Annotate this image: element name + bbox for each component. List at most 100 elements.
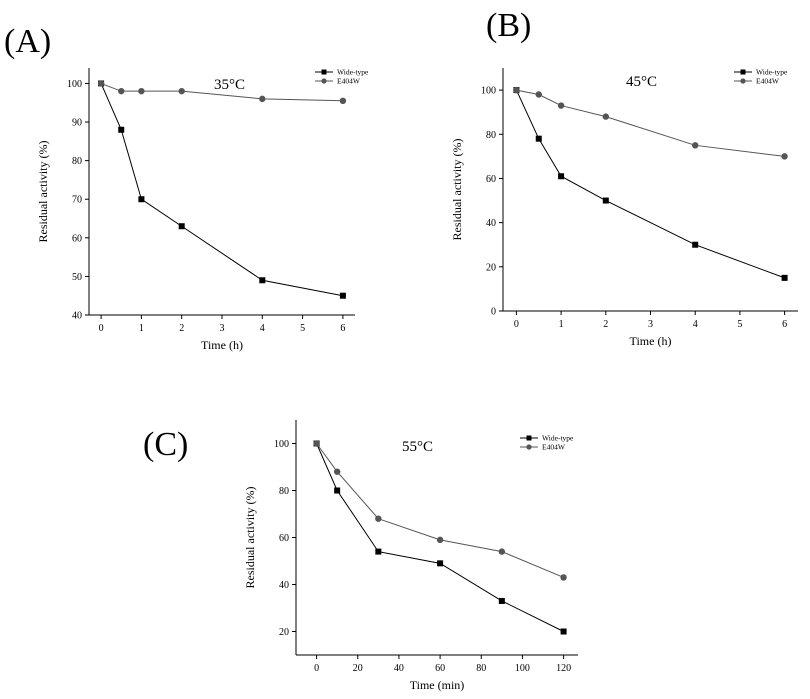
chart-panel-a: (A)0123456405060708090100Time (h)Residua… [4, 23, 369, 352]
series-e404w [513, 87, 788, 160]
x-axis-label: Time (min) [410, 678, 465, 692]
x-tick-label: 5 [737, 319, 742, 330]
y-tick-label: 20 [279, 627, 289, 638]
y-tick-label: 0 [491, 307, 496, 318]
data-point [375, 516, 381, 522]
series-line [101, 83, 343, 295]
legend-marker [527, 436, 532, 441]
data-point [499, 548, 505, 554]
y-tick-label: 90 [72, 118, 82, 129]
data-point [259, 96, 265, 102]
data-point [334, 469, 340, 475]
data-point [536, 91, 542, 97]
x-axis-label: Time (h) [630, 334, 672, 348]
data-point [560, 574, 566, 580]
legend: Wide-typeE404W [734, 68, 788, 86]
legend-entry: Wide-type [756, 68, 788, 77]
y-axis-label: Residual activity (%) [36, 141, 50, 243]
temperature-annotation: 35°C [214, 77, 245, 93]
data-point [138, 88, 144, 94]
data-point [499, 598, 505, 604]
y-tick-label: 60 [279, 533, 289, 544]
temperature-annotation: 55°C [402, 439, 433, 455]
legend-marker [322, 70, 327, 75]
data-point [138, 196, 144, 202]
x-tick-label: 0 [514, 319, 519, 330]
y-tick-label: 100 [67, 79, 82, 90]
x-tick-label: 40 [394, 663, 404, 674]
legend-entry: E404W [756, 77, 780, 86]
figure: (A)0123456405060708090100Time (h)Residua… [0, 0, 810, 699]
panel-label: (B) [486, 7, 531, 44]
panel-label: (A) [4, 23, 51, 60]
legend-marker [741, 70, 746, 75]
y-tick-label: 80 [72, 156, 82, 167]
y-tick-label: 60 [72, 233, 82, 244]
data-point [313, 440, 319, 446]
series-wide-type [513, 87, 787, 281]
legend-marker [740, 78, 745, 83]
data-point [375, 549, 381, 555]
legend-entry: Wide-type [542, 434, 574, 443]
series-wide-type [98, 80, 346, 298]
x-tick-label: 0 [99, 323, 104, 334]
x-tick-label: 5 [300, 323, 305, 334]
chart-panel-c: (C)02040608010012020406080100Time (min)R… [143, 420, 578, 692]
data-point [692, 242, 698, 248]
legend: Wide-typeE404W [520, 434, 574, 452]
x-tick-label: 60 [435, 663, 445, 674]
x-tick-label: 0 [314, 663, 319, 674]
y-tick-label: 80 [486, 130, 496, 141]
data-point [118, 127, 124, 133]
data-point [259, 277, 265, 283]
y-tick-label: 80 [279, 486, 289, 497]
data-point [340, 98, 346, 104]
x-axis-label: Time (h) [201, 338, 243, 352]
data-point [118, 88, 124, 94]
data-point [558, 102, 564, 108]
data-point [340, 293, 346, 299]
data-point [98, 80, 104, 86]
x-tick-label: 3 [648, 319, 653, 330]
y-tick-label: 50 [72, 272, 82, 283]
x-tick-label: 100 [515, 663, 530, 674]
x-tick-label: 120 [556, 663, 571, 674]
x-tick-label: 2 [603, 319, 608, 330]
legend-entry: E404W [337, 77, 361, 86]
data-point [437, 537, 443, 543]
y-tick-label: 70 [72, 195, 82, 206]
data-point [603, 113, 609, 119]
series-line [516, 90, 784, 278]
data-point [334, 488, 340, 494]
x-tick-label: 3 [220, 323, 225, 334]
x-tick-label: 20 [353, 663, 363, 674]
legend: Wide-typeE404W [315, 68, 369, 86]
data-point [782, 275, 788, 281]
y-axis-label: Residual activity (%) [243, 487, 257, 589]
data-point [692, 142, 698, 148]
y-tick-label: 20 [486, 262, 496, 273]
data-point [781, 153, 787, 159]
temperature-annotation: 45°C [626, 74, 657, 90]
y-tick-label: 100 [481, 86, 496, 97]
series-e404w [313, 440, 566, 580]
y-axis-label: Residual activity (%) [450, 139, 464, 241]
legend-entry: E404W [542, 443, 566, 452]
y-tick-label: 40 [279, 580, 289, 591]
data-point [603, 198, 609, 204]
series-line [516, 90, 784, 156]
legend-marker [321, 78, 326, 83]
data-point [536, 136, 542, 142]
x-tick-label: 80 [476, 663, 486, 674]
legend-marker [526, 444, 531, 449]
x-tick-label: 1 [139, 323, 144, 334]
data-point [179, 223, 185, 229]
x-tick-label: 6 [340, 323, 345, 334]
data-point [178, 88, 184, 94]
y-tick-label: 100 [274, 439, 289, 450]
y-tick-label: 40 [486, 218, 496, 229]
legend-entry: Wide-type [337, 68, 369, 77]
x-tick-label: 1 [559, 319, 564, 330]
data-point [437, 560, 443, 566]
data-point [513, 87, 519, 93]
